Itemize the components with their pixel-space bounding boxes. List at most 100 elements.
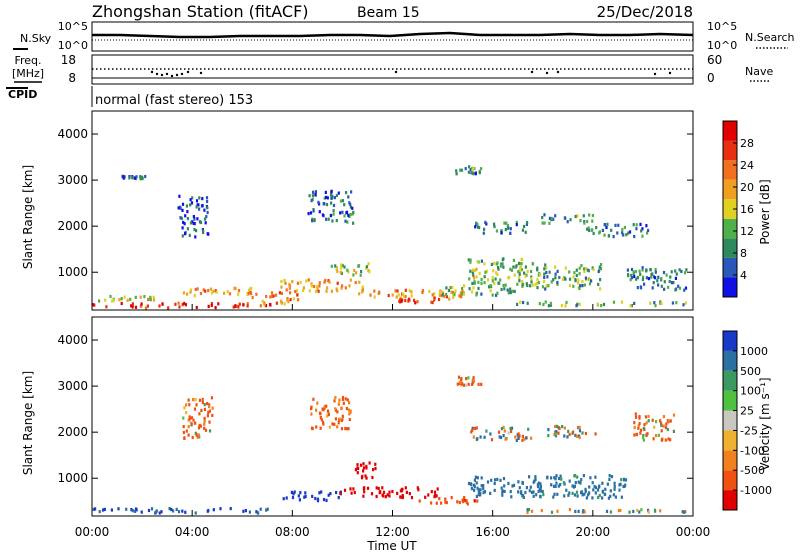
data-cell (554, 424, 557, 429)
data-cell (637, 424, 640, 428)
data-cell (556, 509, 559, 513)
data-cell (185, 403, 188, 407)
data-cell (430, 300, 433, 304)
data-cell (214, 306, 217, 310)
data-cell (104, 298, 107, 302)
data-cell (303, 495, 306, 499)
data-cell (185, 429, 188, 433)
data-cell (292, 297, 295, 301)
data-cell (311, 198, 314, 202)
data-cell (234, 304, 237, 308)
data-cell (275, 301, 278, 305)
data-cell (665, 422, 668, 426)
data-cell (580, 264, 583, 268)
data-cell (511, 484, 514, 488)
data-cell (469, 168, 472, 172)
data-cell (554, 477, 557, 481)
data-cell (647, 277, 651, 281)
data-cell (614, 223, 617, 227)
data-cell (345, 406, 348, 411)
data-cell (574, 481, 577, 485)
data-cell (193, 227, 196, 232)
data-cell (352, 273, 355, 277)
data-cell (621, 227, 624, 232)
data-cell (576, 475, 579, 479)
data-cell (645, 276, 648, 280)
data-cell (546, 275, 549, 279)
data-cell (334, 417, 337, 421)
beam-label: Beam 15 (357, 5, 420, 21)
data-cell (525, 282, 528, 286)
data-cell (182, 416, 185, 420)
data-cell (433, 292, 436, 296)
data-cell (318, 284, 321, 288)
data-cell (226, 290, 229, 294)
data-cell (646, 432, 649, 436)
data-cell (339, 491, 342, 495)
data-cell (521, 438, 524, 442)
data-cell (586, 219, 589, 224)
data-cell (202, 288, 205, 292)
data-cell (518, 486, 521, 490)
data-cell (554, 265, 557, 269)
data-cell (596, 488, 600, 492)
data-cell (480, 484, 483, 488)
data-cell (554, 484, 557, 488)
data-cell (250, 291, 253, 296)
data-cell (577, 509, 580, 513)
data-cell (505, 221, 508, 225)
data-cell (597, 495, 600, 499)
nsearch-label: N.Search (745, 31, 795, 44)
data-cell (647, 419, 650, 423)
velocity-y-axis: 4000 3000 2000 1000 (57, 333, 693, 485)
data-cell (343, 203, 346, 207)
data-cell (601, 490, 604, 494)
data-cell (462, 383, 466, 387)
colorbar-segment (723, 370, 737, 391)
power-colorbar-label: Power [dB] (758, 179, 772, 244)
data-cell (566, 435, 569, 439)
data-cell (510, 429, 513, 433)
data-cell (651, 418, 654, 422)
data-cell (566, 220, 569, 224)
data-cell (620, 300, 623, 304)
data-cell (310, 282, 313, 286)
data-cell (594, 432, 597, 436)
data-cell (433, 296, 436, 300)
data-cell (550, 476, 553, 480)
data-cell (246, 292, 249, 296)
data-cell (336, 410, 339, 414)
data-cell (532, 494, 535, 498)
data-cell (475, 223, 478, 227)
data-cell (476, 260, 479, 264)
colorbar-segment (723, 238, 737, 258)
data-cell (197, 426, 201, 430)
data-cell (480, 292, 483, 296)
data-cell (325, 498, 328, 502)
data-cell (325, 289, 328, 293)
data-cell (365, 476, 368, 480)
data-cell (585, 496, 588, 500)
data-cell (471, 281, 474, 285)
data-cell (641, 435, 645, 440)
data-cell (308, 194, 311, 198)
data-cell (242, 509, 245, 513)
data-cell (584, 276, 587, 280)
power-scatter (92, 165, 688, 310)
data-cell (318, 491, 321, 495)
data-cell (459, 168, 462, 172)
data-cell (664, 438, 667, 442)
data-cell (515, 220, 518, 224)
data-cell (438, 293, 441, 297)
data-cell (521, 434, 524, 438)
data-cell (471, 270, 474, 275)
data-cell (509, 267, 512, 271)
data-cell (483, 490, 487, 494)
data-cell (509, 227, 512, 231)
data-cell (578, 286, 581, 291)
data-cell (603, 223, 606, 227)
data-cell (525, 222, 528, 226)
data-cell (480, 281, 483, 285)
data-cell (475, 267, 478, 271)
data-cell (208, 429, 212, 433)
